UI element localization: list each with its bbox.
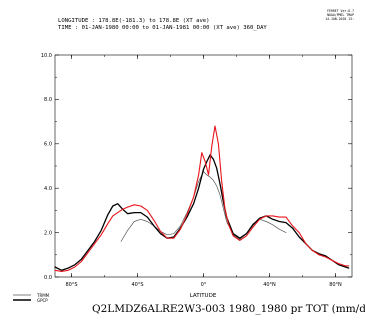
series-line-q2lmdz6alre2w3-003	[54, 125, 350, 272]
legend-label-gpcp: GPCP	[37, 298, 48, 303]
ferret-version-label: FERRET Ver.6.7	[327, 9, 354, 13]
axis-ticks: 0.0 2.0 4.0 6.0 8.0 10.0 80°S 40°S 0° 40°N 80°N	[41, 53, 352, 288]
time-header: TIME : 01-JAN-1980 00:00 to 01-JAN-1981 …	[58, 25, 267, 31]
plot-frame	[54, 54, 353, 278]
y-tick-label: 4.0	[44, 186, 52, 192]
x-tick-label: 40°N	[263, 282, 276, 288]
legend-label-trmm: TRMM	[36, 293, 50, 298]
x-tick-label: 80°N	[329, 282, 342, 288]
ferret-date-label: 14-JAN-2020 13:	[325, 16, 354, 21]
y-tick-label: 8.0	[44, 97, 52, 103]
x-tick-label: 80°S	[65, 282, 77, 288]
x-tick-label: 0°	[201, 282, 207, 288]
y-tick-label: 0.0	[44, 275, 52, 281]
x-tick-label: 40°S	[131, 282, 143, 288]
legend: TRMM GPCP	[13, 293, 50, 303]
chart-caption: Q2LMDZ6ALRE2W3-003 1980_1980 pr TOT (mm/…	[92, 303, 365, 315]
y-tick-label: 6.0	[44, 142, 52, 148]
ferret-org-label: NOAA/PMEL TMAP	[327, 12, 354, 17]
x-axis-label: LATITUDE	[190, 293, 217, 299]
y-tick-label: 10.0	[41, 53, 52, 59]
y-tick-label: 2.0	[44, 230, 52, 236]
series-layer	[54, 125, 350, 272]
series-line-trmm	[120, 171, 287, 242]
series-line-gpcp	[54, 154, 350, 271]
longitude-header: LONGITUDE : 178.8E(-181.3) to 178.8E (XT…	[58, 18, 210, 24]
